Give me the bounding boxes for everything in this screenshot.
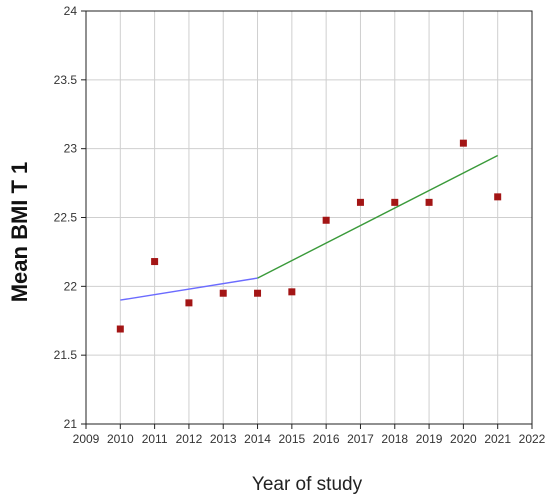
x-axis-ticks: 2009 2010 2011 2012 2013 2014 2015 2016 2017 2018… [73,424,546,446]
grid-lines [85,10,533,425]
data-point [288,288,296,296]
trend-line [257,154,499,279]
y-tick-label: 23 [64,142,78,156]
trend-line [120,277,258,301]
y-tick-label: 22.5 [54,211,78,225]
data-point [322,216,330,224]
x-tick-label: 2011 [142,432,168,446]
data-point [185,299,193,307]
y-tick-label: 23.5 [54,73,78,87]
x-tick-label: 2010 [107,432,134,446]
y-tick-label: 24 [64,4,78,18]
x-tick-label: 2014 [244,432,271,446]
data-point [254,289,262,297]
x-tick-label: 2016 [313,432,340,446]
x-tick-label: 2021 [484,432,511,446]
x-tick-label: 2015 [278,432,305,446]
x-tick-label: 2013 [210,432,237,446]
data-points [116,139,502,333]
x-tick-label: 2022 [519,432,546,446]
x-tick-label: 2019 [416,432,443,446]
data-point [116,325,124,333]
y-tick-label: 22 [64,279,78,293]
data-point [151,258,159,266]
x-tick-label: 2009 [73,432,100,446]
data-point [219,289,227,297]
data-point [494,193,502,201]
y-axis-ticks: 21 21.5 22 22.5 23 23.5 24 [54,4,86,431]
data-point [425,198,433,206]
y-tick-label: 21.5 [54,348,78,362]
x-tick-label: 2012 [176,432,203,446]
y-tick-label: 21 [64,417,78,431]
x-tick-label: 2020 [450,432,477,446]
data-point [356,198,364,206]
trend-lines [120,154,499,301]
x-tick-label: 2017 [347,432,374,446]
data-point [391,198,399,206]
data-point [459,139,467,147]
y-axis-label: Mean BMI T 1 [7,162,32,303]
x-tick-label: 2018 [381,432,408,446]
x-axis-label: Year of study [252,474,363,495]
